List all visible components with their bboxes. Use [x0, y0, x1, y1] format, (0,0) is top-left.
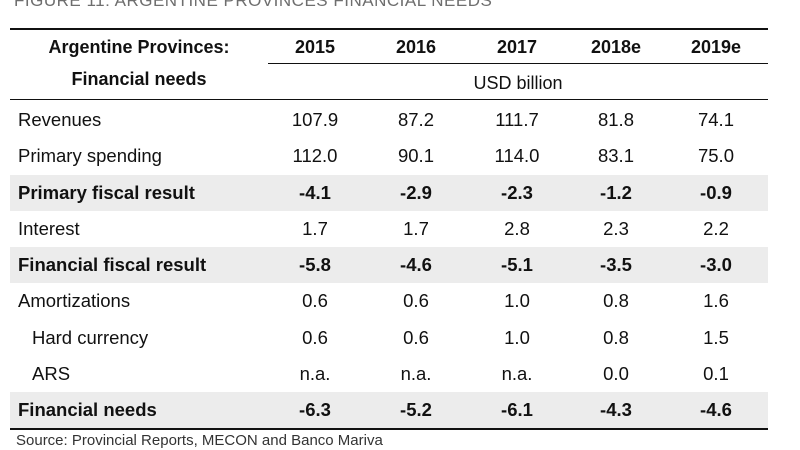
table-title-line2: Financial needs [71, 69, 207, 89]
cell-2017: n.a. [501, 362, 533, 384]
cell-2016: 1.7 [403, 217, 429, 239]
cell-2019e: -4.6 [700, 399, 732, 420]
cell-2019e: 1.5 [703, 326, 729, 348]
row-label: Financial needs [18, 399, 157, 420]
cell-2018e: 0.8 [603, 326, 629, 348]
table-top-rule [10, 28, 768, 30]
table-row-primary-fiscal-result: Primary fiscal result -4.1 -2.9 -2.3 -1.… [10, 174, 768, 211]
table-row-revenues: Revenues 107.9 87.2 111.7 81.8 74.1 [10, 102, 768, 138]
cell-2017: 1.0 [504, 326, 530, 348]
table-row-financial-needs: Financial needs -6.3 -5.2 -6.1 -4.3 -4.6 [10, 392, 768, 429]
cell-2017: 2.8 [504, 217, 530, 239]
year-header-2016: 2016 [395, 37, 437, 57]
table-bottom-rule [10, 428, 768, 430]
table-body: Revenues 107.9 87.2 111.7 81.8 74.1 Prim… [10, 102, 768, 429]
row-label: Revenues [18, 109, 102, 130]
cell-2015: -5.8 [299, 254, 331, 275]
cell-2018e: 83.1 [597, 145, 634, 167]
table-row-interest: Interest 1.7 1.7 2.8 2.3 2.2 [10, 211, 768, 247]
row-label: Primary fiscal result [18, 181, 195, 203]
header-row-units: Financial needs USD billion [10, 64, 768, 98]
cell-2016: n.a. [400, 362, 432, 384]
year-header-rule [268, 63, 768, 64]
cell-2017: 111.7 [495, 109, 539, 130]
figure-caption: FIGURE 11: ARGENTINE PROVINCES FINANCIAL… [14, 0, 493, 10]
cell-2018e: 81.8 [597, 109, 634, 130]
cell-2016: 0.6 [403, 290, 429, 312]
cell-2015: -4.1 [299, 181, 331, 203]
cell-2017: 114.0 [494, 145, 540, 167]
cell-2019e: 74.1 [697, 109, 734, 130]
cell-2019e: 75.0 [697, 145, 734, 167]
row-label: Primary spending [18, 145, 162, 167]
cell-2018e: 0.0 [603, 362, 629, 384]
row-label: ARS [32, 362, 71, 384]
cell-2018e: -1.2 [600, 181, 632, 203]
cell-2015: 1.7 [302, 217, 328, 239]
cell-2017: 1.0 [504, 290, 530, 312]
table-row-financial-fiscal-result: Financial fiscal result -5.8 -4.6 -5.1 -… [10, 247, 768, 284]
cell-2018e: 0.8 [603, 290, 629, 312]
year-header-2018e: 2018e [590, 37, 642, 57]
cell-2016: 87.2 [397, 109, 434, 130]
header-row-years: Argentine Provinces: 2015 2016 2017 2018… [10, 30, 768, 64]
cell-2019e: 1.6 [703, 290, 729, 312]
year-header-2017: 2017 [496, 37, 538, 57]
cell-2019e: -0.9 [700, 181, 732, 203]
cell-2019e: -3.0 [700, 254, 732, 275]
cell-2015: 112.0 [292, 145, 338, 167]
cell-2015: 0.6 [302, 290, 328, 312]
cell-2019e: 0.1 [703, 362, 729, 384]
unit-label: USD billion [473, 73, 563, 93]
cell-2018e: -3.5 [600, 254, 632, 275]
cell-2016: 0.6 [403, 326, 429, 348]
cell-2015: n.a. [299, 362, 331, 384]
cell-2016: -5.2 [400, 399, 432, 420]
cell-2017: -2.3 [501, 181, 533, 203]
cell-2019e: 2.2 [703, 217, 729, 239]
cell-2017: -6.1 [501, 399, 533, 420]
cell-2016: -2.9 [400, 181, 432, 203]
source-note: Source: Provincial Reports, MECON and Ba… [16, 432, 383, 449]
row-label: Hard currency [32, 326, 149, 348]
cell-2016: 90.1 [397, 145, 434, 167]
header-bottom-rule [10, 99, 768, 100]
table-row-ars: ARS n.a. n.a. n.a. 0.0 0.1 [10, 356, 768, 392]
cell-2015: 0.6 [302, 326, 328, 348]
row-label: Interest [18, 217, 80, 239]
cell-2016: -4.6 [400, 254, 432, 275]
table-row-primary-spending: Primary spending 112.0 90.1 114.0 83.1 7… [10, 138, 768, 174]
table-row-hard-currency: Hard currency 0.6 0.6 1.0 0.8 1.5 [10, 320, 768, 356]
year-header-2015: 2015 [294, 37, 336, 57]
row-label: Amortizations [18, 290, 131, 312]
cell-2015: 107.9 [291, 109, 339, 130]
year-header-2019e: 2019e [690, 37, 742, 57]
cell-2017: -5.1 [501, 254, 533, 275]
cell-2018e: -4.3 [600, 399, 632, 420]
table-row-amortizations: Amortizations 0.6 0.6 1.0 0.8 1.6 [10, 283, 768, 319]
row-label: Financial fiscal result [18, 254, 207, 275]
cell-2015: -6.3 [299, 399, 331, 420]
cell-2018e: 2.3 [603, 217, 629, 239]
table-title-line1: Argentine Provinces: [48, 37, 230, 57]
